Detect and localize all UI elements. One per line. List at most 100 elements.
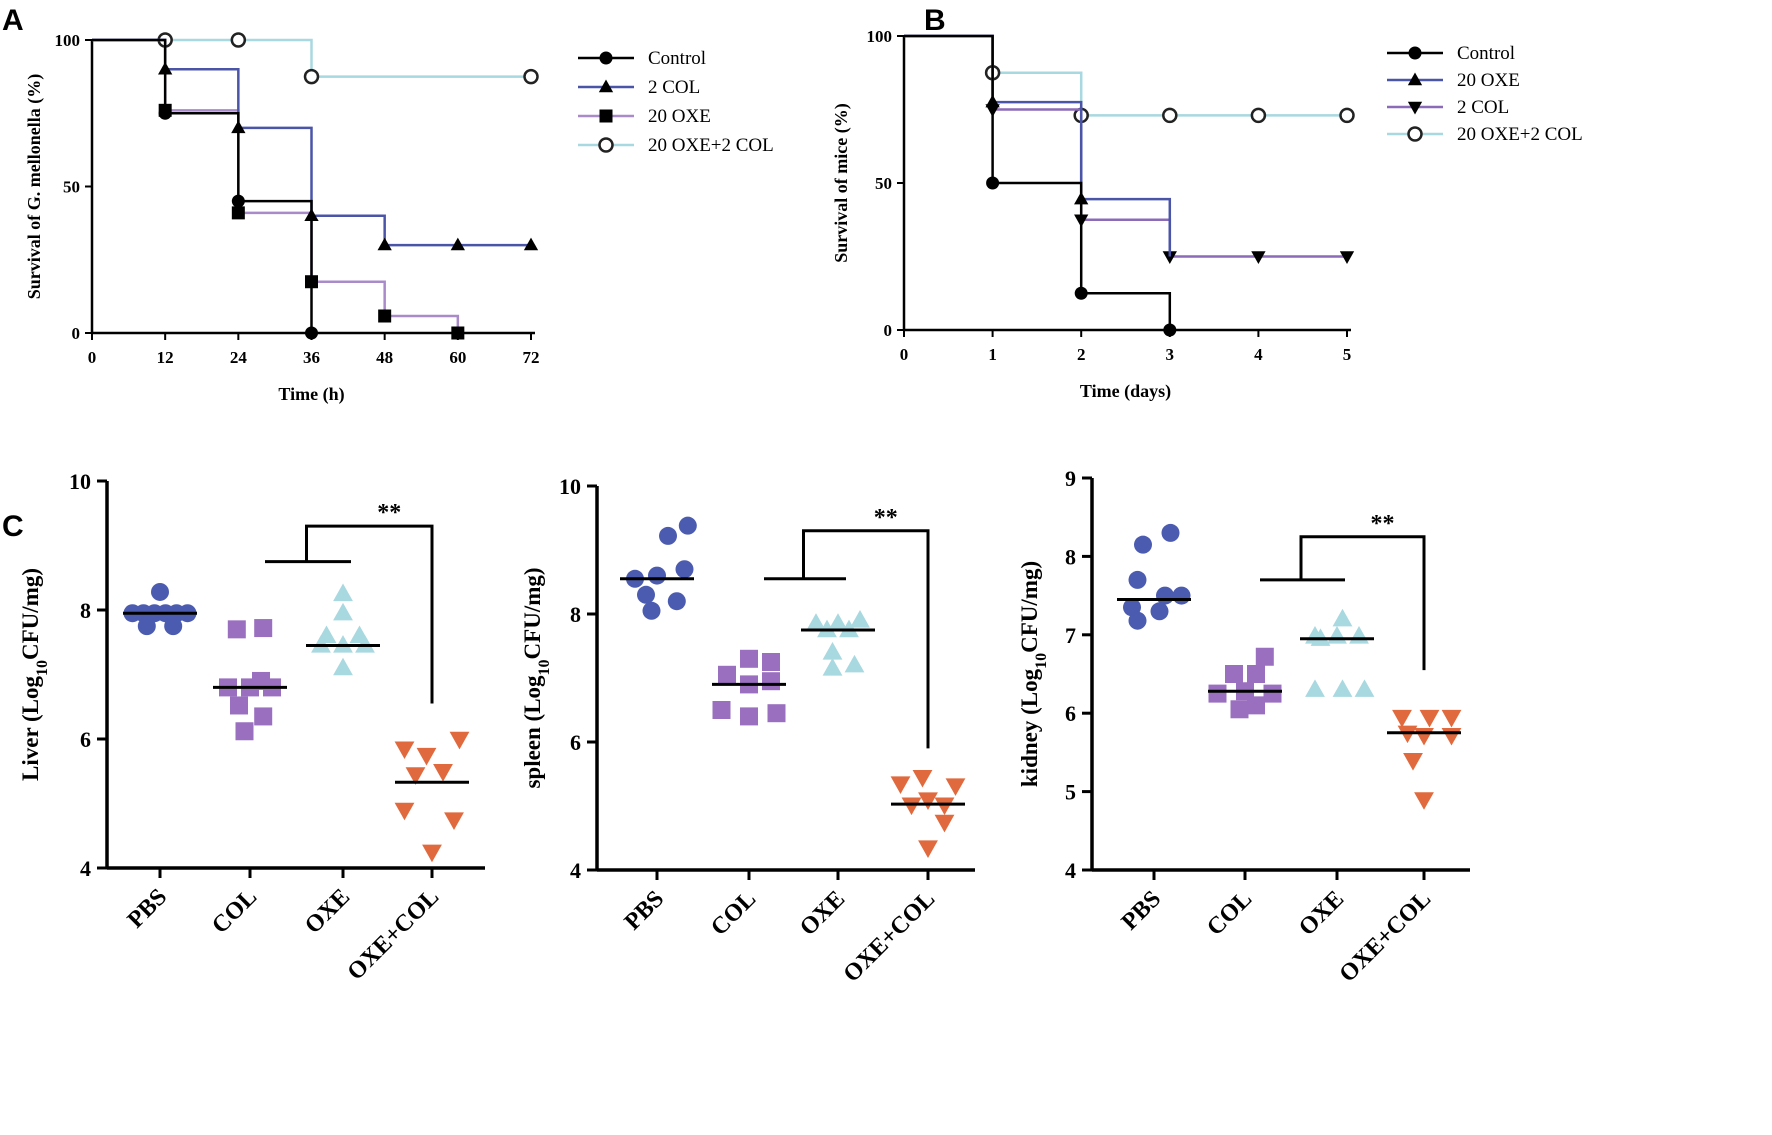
data-point — [394, 741, 415, 760]
series-marker — [231, 194, 245, 208]
y-tick-label: 50 — [63, 178, 80, 197]
legend-label: 20 OXE — [1457, 70, 1520, 91]
series-marker — [1339, 251, 1355, 264]
x-tick-label: 0 — [900, 345, 909, 364]
y-tick-label: 10 — [559, 474, 581, 499]
data-point — [642, 601, 661, 620]
x-tick-label: 24 — [230, 348, 248, 367]
data-point — [1310, 628, 1331, 646]
data-point — [137, 617, 156, 636]
data-point — [934, 814, 955, 833]
bracket-line — [1299, 535, 1426, 671]
series-line — [904, 34, 1172, 257]
series-marker — [303, 68, 320, 85]
legend-marker — [599, 109, 613, 123]
x-category-label: OXE — [1294, 886, 1349, 941]
series-marker — [986, 176, 1000, 190]
legend-label: Control — [648, 48, 706, 69]
x-category-label: OXE+COL — [839, 886, 941, 988]
y-axis-title: kidney (Log10CFU/mg) — [1017, 561, 1050, 787]
x-axis-title: Time (days) — [1080, 381, 1171, 402]
data-point — [1414, 727, 1434, 746]
series-marker — [1162, 107, 1178, 124]
series-marker — [305, 326, 318, 340]
series-marker — [230, 32, 247, 48]
panel-label-b: B — [924, 4, 946, 37]
legend-marker — [1408, 46, 1422, 60]
series-marker — [451, 326, 465, 340]
y-axis-title: Survival of G. mellonella (%) — [24, 74, 45, 299]
data-point — [433, 764, 453, 782]
data-point — [333, 602, 353, 621]
data-point — [1349, 626, 1369, 644]
significance-label: ** — [874, 505, 898, 531]
data-point — [164, 617, 183, 636]
bacterial-load-kidney-chart: 4 5 6 7 8 9 kidney (Log10CFU/mg) PBS COL OXEOXE+C… — [1017, 466, 1470, 987]
data-point — [254, 619, 273, 638]
data-point — [817, 619, 837, 638]
data-point — [678, 516, 697, 535]
series-line — [904, 34, 1172, 330]
data-point — [1150, 602, 1169, 621]
y-tick-label: 8 — [80, 598, 91, 623]
data-point — [712, 701, 731, 719]
panel-label-a: A — [2, 4, 24, 37]
y-axis-title-main: Liver (Log — [18, 676, 43, 781]
legend-marker — [599, 51, 613, 65]
series-marker — [1339, 107, 1355, 124]
data-point — [740, 649, 758, 668]
data-point — [1263, 684, 1282, 703]
x-tick-label: 4 — [1254, 345, 1263, 364]
panel-label-c: C — [2, 510, 24, 543]
data-point — [254, 707, 273, 726]
series-line — [92, 38, 313, 333]
x-category-label: COL — [1202, 886, 1257, 941]
y-tick-label: 4 — [570, 858, 581, 883]
y-tick-label: 0 — [72, 324, 81, 343]
y-tick-label: 7 — [1065, 623, 1076, 648]
data-point — [1255, 647, 1274, 666]
y-axis-title-end: CFU/mg) — [18, 568, 43, 660]
data-point — [1128, 611, 1147, 630]
y-axis-title: Liver (Log10CFU/mg) — [18, 568, 51, 781]
data-point — [1247, 696, 1265, 715]
y-tick-label: 10 — [69, 469, 91, 494]
y-tick-label: 8 — [1065, 544, 1076, 569]
data-point — [822, 642, 843, 660]
x-category-label: OXE — [300, 884, 355, 939]
data-point — [449, 731, 470, 750]
series-line — [92, 38, 460, 333]
x-category-label: OXE+COL — [343, 884, 445, 986]
data-point — [1247, 665, 1265, 683]
legend-label: Control — [1457, 43, 1515, 64]
series-line — [92, 38, 531, 78]
x-tick-label: 3 — [1166, 345, 1175, 364]
data-point — [762, 653, 780, 671]
data-point — [1332, 608, 1353, 627]
y-tick-label: 4 — [80, 856, 91, 881]
data-point — [822, 658, 843, 676]
x-category-label: OXE+COL — [1335, 886, 1437, 988]
data-point — [1441, 727, 1462, 746]
y-tick-label: 6 — [80, 727, 91, 752]
legend-label: 2 COL — [648, 77, 700, 98]
data-point — [901, 797, 922, 816]
data-point — [235, 722, 254, 741]
data-point — [806, 613, 826, 631]
data-point — [945, 778, 966, 796]
data-point — [252, 671, 270, 690]
x-tick-label: 48 — [376, 348, 393, 367]
data-point — [1134, 535, 1152, 554]
y-tick-label: 6 — [570, 730, 581, 755]
series-marker — [523, 237, 539, 251]
y-tick-label: 100 — [55, 31, 81, 50]
data-point — [416, 747, 437, 766]
y-axis-title-sub: 10 — [1033, 653, 1050, 669]
y-tick-label: 9 — [1065, 466, 1076, 491]
data-point — [311, 635, 331, 653]
y-axis-title-sub: 10 — [536, 659, 553, 675]
data-point — [918, 840, 938, 858]
data-point — [637, 585, 655, 604]
